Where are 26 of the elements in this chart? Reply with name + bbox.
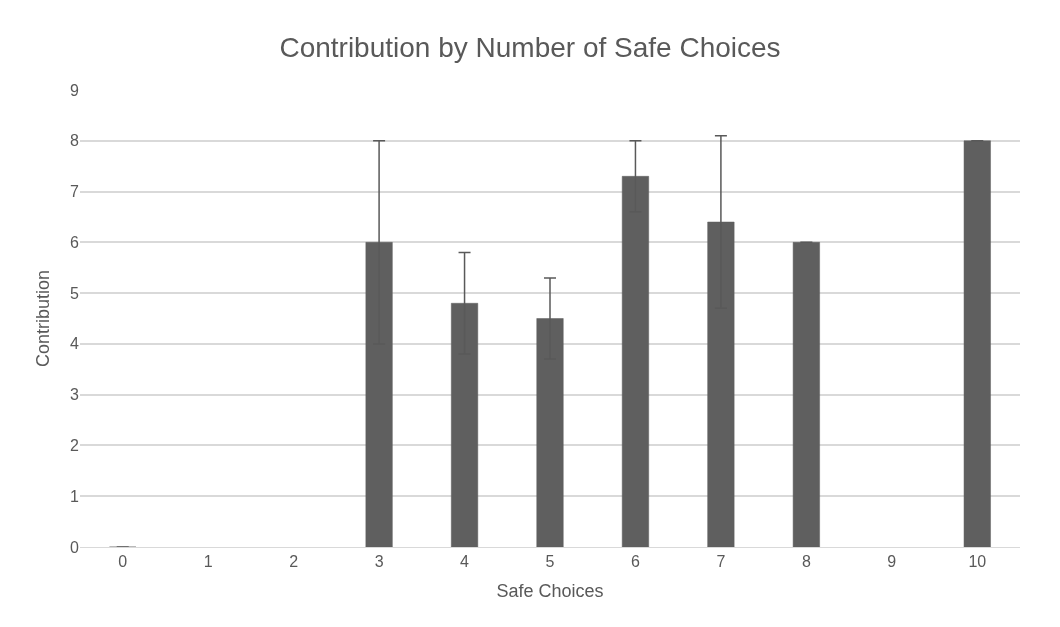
x-tick-label: 4: [460, 553, 470, 571]
y-tick-label: 6: [70, 233, 80, 251]
y-tick-label: 9: [70, 81, 80, 99]
y-tick-label: 4: [70, 335, 80, 353]
y-tick-label: 5: [70, 284, 80, 302]
y-tick-label: 2: [70, 437, 80, 455]
y-tick-label: 8: [70, 132, 80, 150]
x-tick-label: 3: [374, 553, 384, 571]
x-tick-label: 2: [289, 553, 299, 571]
chart-title: Contribution by Number of Safe Choices: [279, 32, 781, 64]
x-tick-label: 10: [968, 553, 987, 571]
y-axis-title: Contribution: [33, 269, 54, 368]
x-tick-label: 6: [631, 553, 640, 571]
bar: [792, 242, 820, 547]
x-axis-title: Safe Choices: [496, 581, 604, 602]
y-tick-label: 3: [70, 386, 80, 404]
bar: [963, 140, 991, 547]
y-tick-label: 1: [70, 487, 80, 505]
x-tick-label: 5: [545, 553, 555, 571]
y-tick-label: 7: [70, 183, 80, 201]
x-tick-label: 1: [203, 553, 213, 571]
x-tick-label: 7: [716, 553, 726, 571]
x-tick-label: 0: [118, 553, 128, 571]
y-tick-label: 0: [70, 538, 80, 556]
x-tick-label: 8: [801, 553, 811, 571]
x-tick-label: 9: [887, 553, 897, 571]
